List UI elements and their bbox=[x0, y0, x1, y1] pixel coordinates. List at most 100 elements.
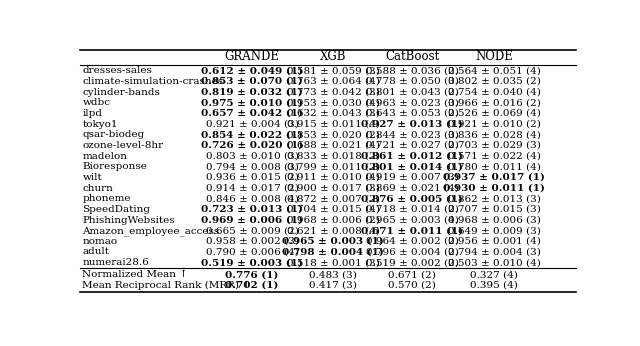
Text: 0.968 ± 0.006 (3): 0.968 ± 0.006 (3) bbox=[448, 216, 541, 225]
Text: 0.819 ± 0.032 (1): 0.819 ± 0.032 (1) bbox=[201, 88, 303, 97]
Text: 0.519 ± 0.003 (1): 0.519 ± 0.003 (1) bbox=[201, 258, 303, 267]
Text: GRANDE: GRANDE bbox=[225, 50, 280, 63]
Text: 0.854 ± 0.022 (1): 0.854 ± 0.022 (1) bbox=[201, 130, 303, 139]
Text: 0.671 (2): 0.671 (2) bbox=[388, 270, 436, 279]
Text: ilpd: ilpd bbox=[83, 109, 102, 118]
Text: qsar-biodeg: qsar-biodeg bbox=[83, 130, 145, 139]
Text: 0.956 ± 0.001 (4): 0.956 ± 0.001 (4) bbox=[448, 237, 541, 246]
Text: 0.914 ± 0.017 (2): 0.914 ± 0.017 (2) bbox=[205, 183, 298, 193]
Text: 0.846 ± 0.008 (4): 0.846 ± 0.008 (4) bbox=[205, 194, 298, 203]
Text: 0.958 ± 0.002 (3): 0.958 ± 0.002 (3) bbox=[205, 237, 298, 246]
Text: 0.718 ± 0.014 (2): 0.718 ± 0.014 (2) bbox=[366, 205, 459, 214]
Text: 0.900 ± 0.017 (3): 0.900 ± 0.017 (3) bbox=[287, 183, 380, 193]
Text: 0.801 ± 0.043 (2): 0.801 ± 0.043 (2) bbox=[366, 88, 459, 97]
Text: Bioresponse: Bioresponse bbox=[83, 162, 147, 171]
Text: 0.876 ± 0.005 (1): 0.876 ± 0.005 (1) bbox=[362, 194, 463, 203]
Text: 0.853 ± 0.020 (2): 0.853 ± 0.020 (2) bbox=[287, 130, 380, 139]
Text: 0.968 ± 0.006 (2): 0.968 ± 0.006 (2) bbox=[287, 216, 380, 225]
Text: nomao: nomao bbox=[83, 237, 118, 246]
Text: 0.927 ± 0.013 (1): 0.927 ± 0.013 (1) bbox=[362, 120, 463, 129]
Text: 0.966 ± 0.016 (2): 0.966 ± 0.016 (2) bbox=[448, 98, 541, 107]
Text: 0.803 ± 0.010 (3): 0.803 ± 0.010 (3) bbox=[205, 152, 298, 161]
Text: 0.703 ± 0.029 (3): 0.703 ± 0.029 (3) bbox=[448, 141, 541, 150]
Text: 0.965 ± 0.003 (4): 0.965 ± 0.003 (4) bbox=[366, 216, 459, 225]
Text: 0.702 (1): 0.702 (1) bbox=[225, 281, 279, 290]
Text: Amazon_employee_access: Amazon_employee_access bbox=[83, 226, 220, 236]
Text: 0.581 ± 0.059 (3): 0.581 ± 0.059 (3) bbox=[287, 66, 380, 75]
Text: NODE: NODE bbox=[476, 50, 513, 63]
Text: numerai28.6: numerai28.6 bbox=[83, 258, 149, 267]
Text: 0.773 ± 0.042 (3): 0.773 ± 0.042 (3) bbox=[287, 88, 380, 97]
Text: 0.915 ± 0.011 (4): 0.915 ± 0.011 (4) bbox=[287, 120, 380, 129]
Text: 0.794 ± 0.004 (3): 0.794 ± 0.004 (3) bbox=[448, 247, 541, 256]
Text: 0.872 ± 0.007 (2): 0.872 ± 0.007 (2) bbox=[287, 194, 380, 203]
Text: 0.833 ± 0.018 (2): 0.833 ± 0.018 (2) bbox=[287, 152, 380, 161]
Text: 0.919 ± 0.007 (3): 0.919 ± 0.007 (3) bbox=[366, 173, 459, 182]
Text: 0.704 ± 0.015 (4): 0.704 ± 0.015 (4) bbox=[287, 205, 380, 214]
Text: 0.688 ± 0.021 (4): 0.688 ± 0.021 (4) bbox=[287, 141, 380, 150]
Text: 0.643 ± 0.053 (2): 0.643 ± 0.053 (2) bbox=[366, 109, 459, 118]
Text: 0.621 ± 0.008 (4): 0.621 ± 0.008 (4) bbox=[287, 226, 380, 235]
Text: 0.588 ± 0.036 (2): 0.588 ± 0.036 (2) bbox=[366, 66, 459, 75]
Text: 0.861 ± 0.012 (1): 0.861 ± 0.012 (1) bbox=[362, 152, 463, 161]
Text: 0.911 ± 0.010 (4): 0.911 ± 0.010 (4) bbox=[287, 173, 380, 182]
Text: 0.853 ± 0.070 (1): 0.853 ± 0.070 (1) bbox=[201, 77, 303, 86]
Text: 0.969 ± 0.006 (1): 0.969 ± 0.006 (1) bbox=[201, 216, 303, 225]
Text: 0.936 ± 0.015 (2): 0.936 ± 0.015 (2) bbox=[205, 173, 298, 182]
Text: Mean Reciprocal Rank (MRR) ↑: Mean Reciprocal Rank (MRR) ↑ bbox=[83, 281, 252, 290]
Text: 0.726 ± 0.020 (1): 0.726 ± 0.020 (1) bbox=[201, 141, 303, 150]
Text: 0.665 ± 0.009 (2): 0.665 ± 0.009 (2) bbox=[205, 226, 298, 235]
Text: 0.721 ± 0.027 (2): 0.721 ± 0.027 (2) bbox=[366, 141, 459, 150]
Text: 0.657 ± 0.042 (1): 0.657 ± 0.042 (1) bbox=[201, 109, 303, 118]
Text: 0.395 (4): 0.395 (4) bbox=[470, 281, 518, 290]
Text: 0.862 ± 0.013 (3): 0.862 ± 0.013 (3) bbox=[448, 194, 541, 203]
Text: 0.836 ± 0.028 (4): 0.836 ± 0.028 (4) bbox=[448, 130, 541, 139]
Text: 0.327 (4): 0.327 (4) bbox=[470, 270, 518, 279]
Text: 0.801 ± 0.014 (1): 0.801 ± 0.014 (1) bbox=[362, 162, 463, 171]
Text: cylinder-bands: cylinder-bands bbox=[83, 88, 161, 97]
Text: XGB: XGB bbox=[320, 50, 346, 63]
Text: 0.778 ± 0.050 (3): 0.778 ± 0.050 (3) bbox=[366, 77, 459, 86]
Text: 0.723 ± 0.013 (1): 0.723 ± 0.013 (1) bbox=[201, 205, 303, 214]
Text: 0.796 ± 0.004 (2): 0.796 ± 0.004 (2) bbox=[366, 247, 459, 256]
Text: 0.570 (2): 0.570 (2) bbox=[388, 281, 436, 290]
Text: 0.503 ± 0.010 (4): 0.503 ± 0.010 (4) bbox=[448, 258, 541, 267]
Text: 0.869 ± 0.021 (4): 0.869 ± 0.021 (4) bbox=[366, 183, 459, 193]
Text: 0.799 ± 0.011 (2): 0.799 ± 0.011 (2) bbox=[287, 162, 380, 171]
Text: 0.483 (3): 0.483 (3) bbox=[309, 270, 357, 279]
Text: adult: adult bbox=[83, 247, 109, 256]
Text: 0.963 ± 0.023 (3): 0.963 ± 0.023 (3) bbox=[366, 98, 459, 107]
Text: Normalized Mean ↑: Normalized Mean ↑ bbox=[83, 270, 189, 279]
Text: 0.707 ± 0.015 (3): 0.707 ± 0.015 (3) bbox=[448, 205, 541, 214]
Text: wdbc: wdbc bbox=[83, 98, 111, 107]
Text: 0.518 ± 0.001 (3): 0.518 ± 0.001 (3) bbox=[287, 258, 380, 267]
Text: madelon: madelon bbox=[83, 152, 127, 161]
Text: SpeedDating: SpeedDating bbox=[83, 205, 150, 214]
Text: 0.417 (3): 0.417 (3) bbox=[309, 281, 357, 290]
Text: churn: churn bbox=[83, 183, 113, 193]
Text: 0.671 ± 0.011 (1): 0.671 ± 0.011 (1) bbox=[361, 226, 463, 235]
Text: 0.526 ± 0.069 (4): 0.526 ± 0.069 (4) bbox=[448, 109, 541, 118]
Text: 0.612 ± 0.049 (1): 0.612 ± 0.049 (1) bbox=[201, 66, 303, 75]
Text: 0.844 ± 0.023 (3): 0.844 ± 0.023 (3) bbox=[366, 130, 459, 139]
Text: 0.965 ± 0.003 (1): 0.965 ± 0.003 (1) bbox=[282, 237, 384, 246]
Text: wilt: wilt bbox=[83, 173, 102, 182]
Text: 0.649 ± 0.009 (3): 0.649 ± 0.009 (3) bbox=[448, 226, 541, 235]
Text: phoneme: phoneme bbox=[83, 194, 131, 203]
Text: 0.937 ± 0.017 (1): 0.937 ± 0.017 (1) bbox=[444, 173, 545, 182]
Text: 0.780 ± 0.011 (4): 0.780 ± 0.011 (4) bbox=[448, 162, 541, 171]
Text: ozone-level-8hr: ozone-level-8hr bbox=[83, 141, 164, 150]
Text: 0.519 ± 0.002 (2): 0.519 ± 0.002 (2) bbox=[366, 258, 459, 267]
Text: 0.754 ± 0.040 (4): 0.754 ± 0.040 (4) bbox=[448, 88, 541, 97]
Text: CatBoost: CatBoost bbox=[385, 50, 440, 63]
Text: tokyo1: tokyo1 bbox=[83, 120, 118, 129]
Text: 0.763 ± 0.064 (4): 0.763 ± 0.064 (4) bbox=[287, 77, 380, 86]
Text: 0.776 (1): 0.776 (1) bbox=[225, 270, 279, 279]
Text: 0.571 ± 0.022 (4): 0.571 ± 0.022 (4) bbox=[448, 152, 541, 161]
Text: dresses-sales: dresses-sales bbox=[83, 66, 152, 75]
Text: 0.930 ± 0.011 (1): 0.930 ± 0.011 (1) bbox=[444, 183, 545, 193]
Text: 0.632 ± 0.043 (3): 0.632 ± 0.043 (3) bbox=[287, 109, 380, 118]
Text: 0.975 ± 0.010 (1): 0.975 ± 0.010 (1) bbox=[201, 98, 303, 107]
Text: 0.921 ± 0.010 (2): 0.921 ± 0.010 (2) bbox=[448, 120, 541, 129]
Text: 0.564 ± 0.051 (4): 0.564 ± 0.051 (4) bbox=[448, 66, 541, 75]
